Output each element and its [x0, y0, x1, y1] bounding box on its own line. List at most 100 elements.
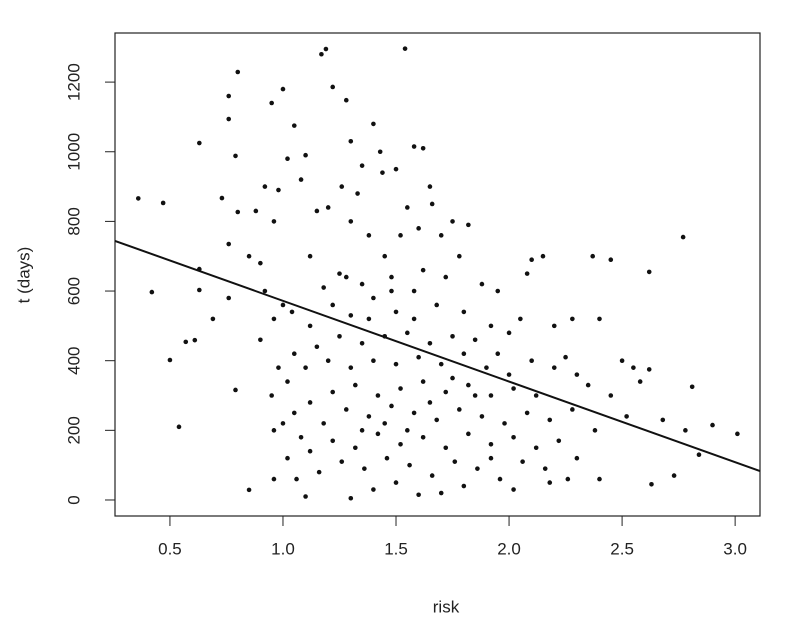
x-tick-label: 1.5: [384, 539, 408, 558]
point: [407, 462, 412, 468]
point: [330, 302, 336, 308]
point: [608, 393, 614, 398]
point: [371, 295, 376, 301]
point: [631, 365, 636, 370]
point: [253, 208, 259, 214]
point: [649, 482, 654, 487]
point: [637, 379, 643, 384]
y-tick-label: 0: [64, 495, 83, 504]
point: [472, 337, 478, 343]
y-tick-label: 1200: [64, 63, 83, 101]
point: [466, 431, 471, 437]
point: [393, 166, 399, 172]
x-tick-label: 2.5: [610, 539, 634, 558]
point: [371, 358, 376, 363]
point: [427, 340, 433, 346]
point: [434, 417, 440, 423]
point: [551, 365, 557, 370]
point: [226, 93, 232, 99]
point: [411, 316, 417, 322]
point: [590, 253, 596, 259]
point: [235, 209, 241, 215]
point: [359, 163, 365, 168]
point: [466, 222, 471, 228]
point: [540, 253, 546, 259]
point: [405, 428, 410, 433]
point: [307, 448, 313, 454]
point: [488, 323, 494, 329]
point: [443, 274, 449, 280]
point: [479, 414, 485, 419]
point: [226, 116, 232, 122]
point: [371, 487, 376, 492]
point: [520, 459, 525, 464]
point: [461, 483, 467, 489]
point: [321, 421, 326, 426]
y-tick-label: 800: [64, 207, 83, 235]
point: [696, 452, 702, 458]
point: [269, 393, 274, 398]
point: [226, 241, 232, 247]
point: [389, 403, 394, 409]
point: [371, 121, 376, 127]
point: [488, 441, 494, 447]
y-tick-label: 400: [64, 347, 83, 375]
point: [280, 421, 286, 426]
point: [307, 400, 313, 405]
point: [533, 393, 539, 398]
point: [271, 428, 277, 433]
point: [276, 187, 281, 193]
point: [380, 170, 385, 175]
point: [303, 494, 308, 499]
point: [466, 382, 471, 388]
point: [389, 288, 394, 294]
point: [307, 253, 313, 259]
y-tick-label: 200: [64, 416, 83, 444]
point: [325, 205, 331, 210]
point: [518, 316, 523, 322]
point: [689, 384, 695, 390]
point: [298, 434, 304, 440]
point: [547, 417, 553, 423]
point: [323, 46, 329, 52]
point: [382, 253, 388, 259]
point: [472, 393, 478, 398]
point: [429, 473, 435, 478]
point: [461, 309, 467, 315]
point: [294, 476, 299, 482]
point: [452, 459, 458, 464]
point: [671, 473, 677, 478]
point: [416, 354, 421, 360]
point: [398, 233, 403, 238]
point: [574, 455, 580, 461]
point: [450, 375, 455, 381]
point: [457, 407, 462, 412]
point: [233, 153, 238, 159]
point: [271, 316, 277, 322]
point: [488, 455, 494, 461]
point: [330, 389, 336, 395]
point: [337, 334, 342, 339]
point: [197, 140, 202, 146]
point: [280, 302, 286, 308]
point: [497, 476, 503, 482]
point: [289, 309, 295, 315]
point: [438, 233, 444, 238]
point: [488, 393, 494, 398]
point: [646, 367, 652, 372]
point: [197, 287, 202, 293]
point: [285, 455, 290, 461]
point: [461, 351, 467, 357]
point: [502, 421, 507, 426]
point: [321, 285, 326, 290]
point: [362, 466, 367, 471]
point: [298, 177, 304, 182]
point: [574, 372, 580, 377]
point: [570, 316, 575, 322]
point: [192, 337, 198, 343]
point: [511, 434, 516, 440]
point: [524, 410, 530, 416]
point: [359, 281, 365, 287]
point: [359, 428, 365, 433]
point: [479, 281, 485, 287]
